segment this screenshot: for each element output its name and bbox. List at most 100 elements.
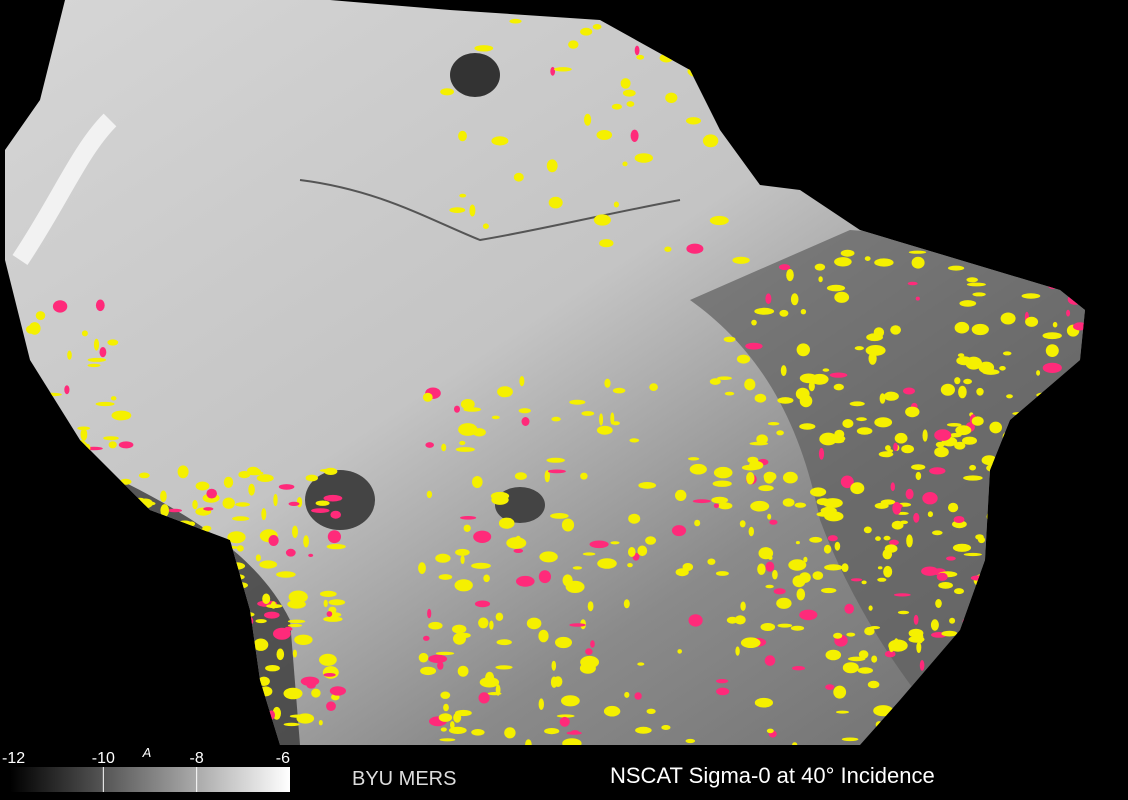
yellow-blob xyxy=(256,474,274,482)
yellow-blob xyxy=(453,712,462,723)
pink-blob xyxy=(716,687,730,696)
yellow-blob xyxy=(825,649,842,661)
pink-blob xyxy=(903,387,915,395)
yellow-blob xyxy=(487,692,502,696)
yellow-blob xyxy=(561,695,580,707)
yellow-blob xyxy=(441,443,447,452)
yellow-blob xyxy=(613,201,620,208)
pink-blob xyxy=(590,640,595,648)
yellow-blob xyxy=(792,742,798,745)
yellow-blob xyxy=(593,214,611,226)
pink-blob xyxy=(688,614,703,627)
yellow-blob xyxy=(450,721,455,729)
pink-blob xyxy=(773,588,786,595)
pink-blob xyxy=(764,655,776,666)
yellow-blob xyxy=(538,629,549,643)
pink-blob xyxy=(769,519,778,525)
pink-blob xyxy=(765,561,775,572)
pink-blob xyxy=(437,661,444,670)
yellow-blob xyxy=(569,399,586,405)
yellow-blob xyxy=(962,436,977,445)
yellow-blob xyxy=(142,501,156,506)
yellow-blob xyxy=(709,378,721,385)
yellow-blob xyxy=(255,554,261,562)
yellow-blob xyxy=(546,159,558,173)
pink-blob xyxy=(840,475,854,489)
yellow-blob xyxy=(440,691,451,699)
yellow-blob xyxy=(689,463,707,475)
yellow-blob xyxy=(296,497,303,508)
yellow-blob xyxy=(1025,316,1039,327)
yellow-blob xyxy=(459,440,466,446)
yellow-blob xyxy=(428,621,443,630)
pink-blob xyxy=(311,508,330,513)
pink-blob xyxy=(915,296,920,301)
pink-blob xyxy=(327,530,341,544)
pink-blob xyxy=(95,299,105,312)
yellow-blob xyxy=(453,632,466,645)
yellow-blob xyxy=(603,705,621,717)
yellow-blob xyxy=(459,193,467,198)
yellow-blob xyxy=(495,612,504,621)
yellow-blob xyxy=(875,536,881,541)
yellow-blob xyxy=(455,447,475,452)
pink-blob xyxy=(566,731,582,735)
yellow-blob xyxy=(874,258,894,267)
pink-blob xyxy=(884,650,896,658)
yellow-blob xyxy=(799,373,818,384)
yellow-blob xyxy=(498,517,515,529)
yellow-blob xyxy=(877,577,887,582)
yellow-blob xyxy=(717,376,732,381)
yellow-blob xyxy=(739,520,746,528)
yellow-blob xyxy=(796,588,806,601)
yellow-blob xyxy=(946,423,962,427)
yellow-blob xyxy=(1002,351,1012,356)
yellow-blob xyxy=(319,653,337,666)
pink-blob xyxy=(513,548,524,554)
yellow-blob xyxy=(457,665,469,677)
yellow-blob xyxy=(1006,394,1013,399)
yellow-blob xyxy=(948,502,959,513)
yellow-blob xyxy=(223,476,234,488)
yellow-blob xyxy=(628,513,641,524)
yellow-blob xyxy=(878,451,894,458)
yellow-blob xyxy=(649,383,658,391)
yellow-blob xyxy=(422,392,433,402)
yellow-blob xyxy=(776,430,784,436)
yellow-blob xyxy=(544,470,550,483)
yellow-blob xyxy=(874,417,893,428)
pink-blob xyxy=(778,264,791,271)
pink-blob xyxy=(919,660,925,671)
pink-blob xyxy=(589,540,609,549)
pink-blob xyxy=(765,293,772,305)
yellow-blob xyxy=(610,412,615,425)
pink-blob xyxy=(323,494,343,502)
yellow-blob xyxy=(932,530,943,536)
yellow-blob xyxy=(833,632,843,639)
yellow-blob xyxy=(767,513,772,520)
yellow-blob xyxy=(780,365,787,377)
yellow-blob xyxy=(908,250,927,254)
yellow-blob xyxy=(599,413,604,426)
yellow-blob xyxy=(834,429,845,439)
yellow-blob xyxy=(823,544,832,554)
yellow-blob xyxy=(596,425,613,435)
pink-blob xyxy=(428,654,448,664)
pink-blob xyxy=(323,673,336,677)
yellow-blob xyxy=(952,520,967,529)
yellow-blob xyxy=(989,421,1002,434)
yellow-blob xyxy=(565,580,585,594)
yellow-blob xyxy=(812,571,824,580)
pink-blob xyxy=(206,488,217,499)
pink-blob xyxy=(792,666,805,671)
yellow-blob xyxy=(440,727,447,732)
yellow-blob xyxy=(556,714,575,718)
yellow-blob xyxy=(604,378,611,388)
yellow-blob xyxy=(506,537,527,549)
yellow-blob xyxy=(971,323,989,336)
pink-blob xyxy=(946,556,956,561)
yellow-blob xyxy=(539,551,558,563)
pink-blob xyxy=(850,578,863,582)
yellow-blob xyxy=(1042,332,1062,340)
yellow-blob xyxy=(861,580,867,585)
